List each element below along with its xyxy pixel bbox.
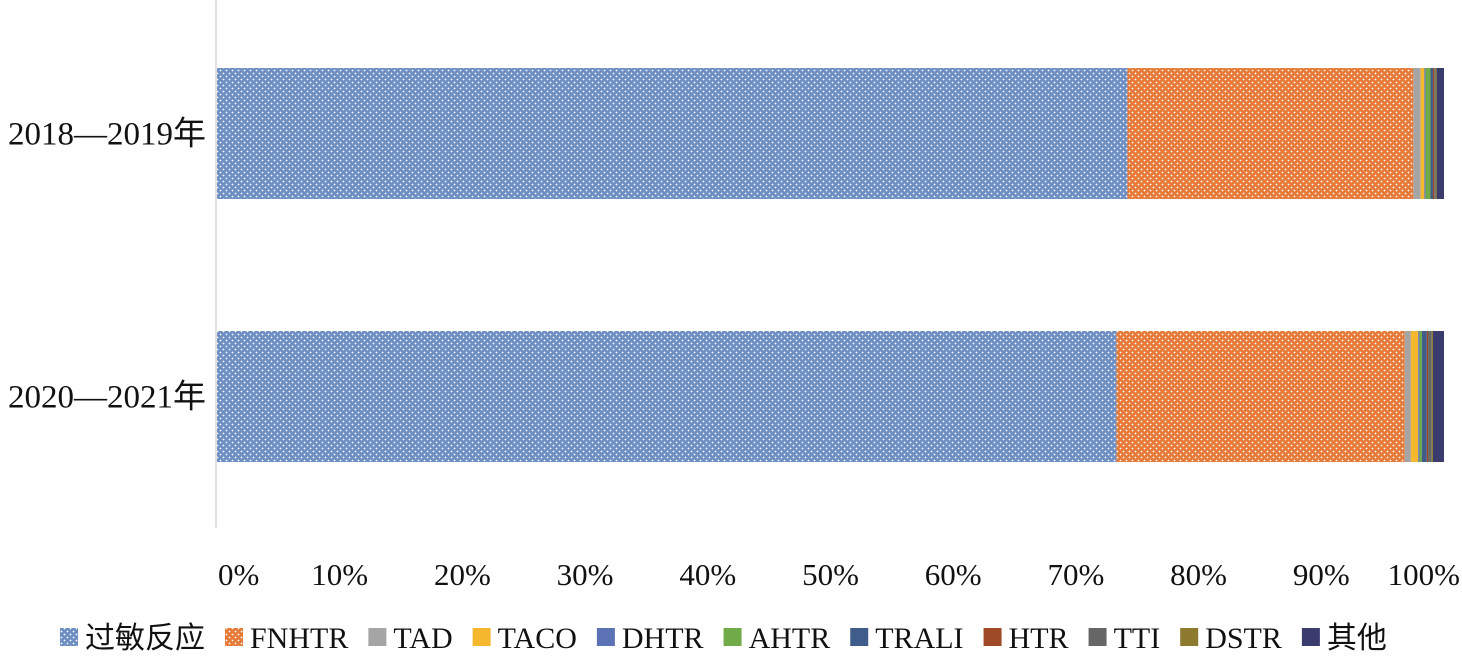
legend-label: FNHTR [250,622,348,655]
legend: 过敏反应 FNHTR TAD TACO DHTR AHTR TRALI HTR TTI DSTR 其… [60,622,1387,655]
category-label-1: 2018—2019年 [8,116,206,153]
category-label-2: 2020—2021年 [8,379,206,416]
bar-segment-2-6 [1419,331,1422,462]
legend-label: TRALI [875,622,963,655]
bar-segment-1-7 [1430,68,1433,199]
bar-segment-1-3 [1413,68,1421,199]
x-tick-label: 100% [1388,557,1460,592]
legend-label: DSTR [1205,622,1282,655]
bar-segment-2-3 [1404,331,1411,462]
legend-label: 过敏反应 [85,622,205,655]
legend-label: TTI [1114,622,1161,655]
bar-segment-2-9 [1428,331,1432,462]
bar-segment-2-7 [1421,331,1427,462]
category-labels: 2018—2019年 2020—2021年 [8,116,206,416]
bar-segment-2-5 [1418,331,1420,462]
bar-segment-1-6 [1425,68,1431,199]
bar-segment-1-10 [1435,68,1437,199]
bars-group [217,68,1444,462]
bar-segment-1-9 [1434,68,1436,199]
bar-segment-1-11 [1436,68,1444,199]
bar-segment-1-1 [217,68,1128,199]
legend-swatch [1180,628,1199,646]
x-tick-label: 60% [925,557,982,592]
x-tick-label: 20% [434,557,491,592]
bar-segment-2-8 [1426,331,1429,462]
legend-label: TAD [393,622,452,655]
legend-swatch [850,628,869,646]
legend-swatch [723,628,742,646]
x-tick-label: 90% [1293,557,1350,592]
bar-segment-2-4 [1410,331,1419,462]
bar-segment-1-2 [1127,68,1414,199]
legend-swatch [225,628,243,646]
bar-segment-2-2 [1116,331,1405,462]
bar-segment-2-11 [1432,331,1444,462]
x-tick-label: 40% [679,557,736,592]
x-tick-label: 70% [1047,557,1104,592]
legend-label: HTR [1009,622,1069,655]
legend-swatch [596,628,615,646]
bar-segment-2-10 [1431,331,1433,462]
bar-segment-2-1 [217,331,1117,462]
x-tick-label: 80% [1170,557,1227,592]
legend-swatch [368,628,387,646]
x-tick-label: 0% [218,557,259,592]
legend-label: DHTR [622,622,704,655]
legend-label: 其他 [1327,622,1387,655]
legend-swatch [983,628,1002,646]
legend-label: TACO [498,622,577,655]
x-tick-label: 50% [802,557,859,592]
bar-segment-1-8 [1432,68,1435,199]
legend-swatch [1088,628,1107,646]
x-tick-labels: 0% 10% 20% 30% 40% 50% 60% 70% 80% 90% 100% [218,557,1460,592]
bar-segment-1-4 [1420,68,1425,199]
x-tick-label: 30% [557,557,614,592]
legend-swatch [1301,628,1320,646]
legend-label: AHTR [749,622,831,655]
bar-segment-1-5 [1424,68,1426,199]
legend-swatch [472,628,491,646]
legend-swatch [60,628,78,646]
x-tick-label: 10% [311,557,368,592]
